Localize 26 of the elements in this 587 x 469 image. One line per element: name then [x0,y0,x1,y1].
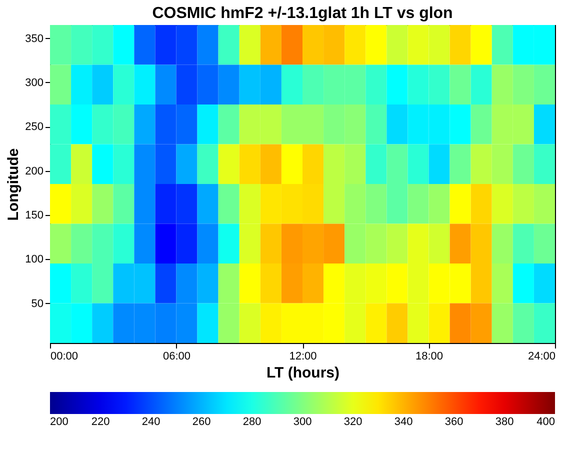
x-tick-label: 06:00 [162,350,191,362]
y-tick-label: 250 [25,121,44,134]
y-tick-label: 350 [25,32,44,45]
color-bar-label: 340 [394,416,413,428]
x-tick-label: 12:00 [289,350,317,362]
x-axis-title: LT (hours) [266,364,340,382]
color-bar-label: 320 [344,416,362,428]
y-tick-label: 200 [25,165,44,178]
color-bar-label: 400 [536,416,555,428]
y-tick-label: 150 [25,209,44,222]
color-bar-label: 220 [91,416,110,428]
color-bar-label: 260 [192,416,211,428]
color-bar-label: 280 [242,416,262,428]
x-tick-label: 24:00 [528,350,556,362]
color-bar-label: 360 [444,416,464,428]
y-tick-label: 100 [25,254,44,266]
x-tick-label: 00:00 [50,350,78,362]
color-bar-label: 240 [142,416,160,428]
x-tick-label: 18:00 [415,350,444,362]
chart-title: COSMIC hmF2 +/-13.1glat 1h LT vs glon [152,5,453,22]
y-tick-label: 50 [31,298,44,310]
color-bar-label: 300 [293,416,312,428]
y-tick-label: 300 [25,76,44,89]
color-bar-label: 380 [495,416,514,428]
y-axis-title: Longitude [5,148,22,221]
color-bar-label: 200 [50,416,68,428]
